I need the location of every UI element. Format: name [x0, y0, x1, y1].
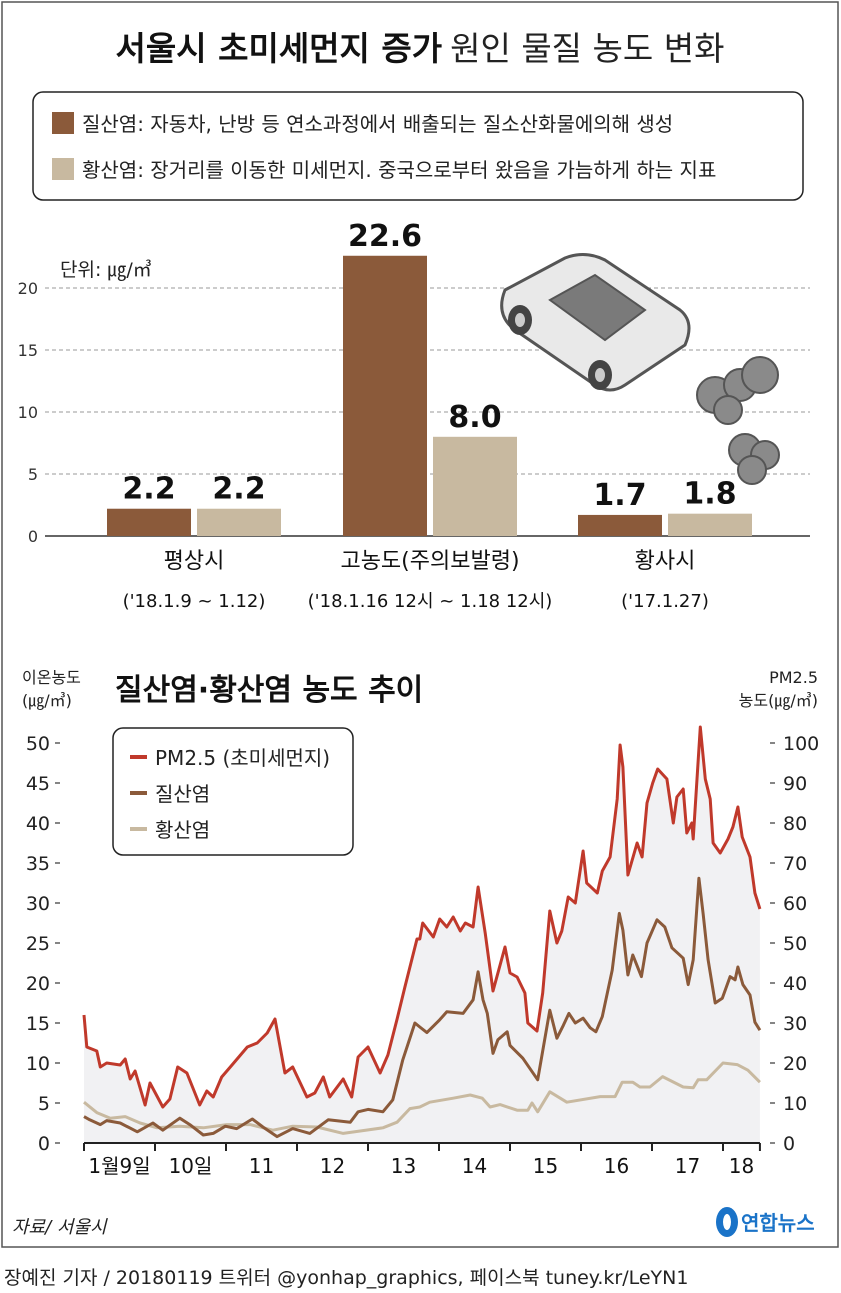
right-tick-label: 30	[783, 1013, 807, 1035]
category-date-label: ('18.1.16 12시 ~ 1.18 12시)	[308, 591, 553, 612]
category-label: 평상시	[164, 549, 225, 574]
category-label: 황사시	[635, 549, 696, 574]
left-tick-label: 25	[26, 933, 50, 955]
exhaust-cloud-icon	[696, 356, 780, 485]
line-chart-title: 질산염·황산염 농도 추이	[115, 673, 423, 708]
y-tick-label: 0	[28, 527, 38, 546]
left-tick-label: 30	[26, 893, 50, 915]
x-tick-label: 11	[249, 1154, 274, 1178]
y-tick-label: 10	[18, 403, 38, 422]
nitrate-bar	[578, 514, 662, 536]
bar-chart: 단위: ㎍/㎥ 0 5 10 15 20 2.2 2.2 22.6 8.0 1.7 1.8 평상시…	[18, 219, 810, 612]
sulfate-bar	[197, 508, 281, 536]
sulfate-line	[83, 1061, 761, 1135]
sulfate-bar	[668, 513, 752, 536]
page-title: 서울시 초미세먼지 증가 원인 물질 농도 변화	[116, 29, 725, 68]
bar-value-label: 22.6	[348, 219, 422, 254]
x-tick-label: 1월9일	[88, 1154, 150, 1178]
unit-label: 단위: ㎍/㎥	[60, 259, 152, 281]
title-light: 원인 물질 농도 변화	[450, 29, 724, 68]
sulfate-bar	[433, 436, 517, 536]
left-axis-unit: (㎍/㎥)	[22, 691, 72, 710]
right-tick-label: 90	[783, 773, 807, 795]
left-tick-label: 10	[26, 1053, 50, 1075]
right-tick-label: 70	[783, 853, 807, 875]
right-axis-label: PM2.5	[769, 668, 818, 687]
left-tick-label: 20	[26, 973, 50, 995]
x-tick-label: 12	[320, 1154, 345, 1178]
bar-value-label: 1.8	[683, 477, 736, 512]
left-tick-label: 0	[38, 1133, 50, 1155]
right-tick-label: 80	[783, 813, 807, 835]
left-tick-label: 15	[26, 1013, 50, 1035]
x-tick-label: 16	[604, 1154, 629, 1178]
x-tick-label: 13	[391, 1154, 416, 1178]
bar-value-label: 2.2	[212, 472, 265, 507]
legend-nitrate: 질산염	[155, 782, 210, 806]
right-tick-label: 20	[783, 1053, 807, 1075]
legend-sulfate: 황산염	[155, 818, 210, 842]
bar-value-label: 2.2	[122, 472, 175, 507]
right-axis-unit: 농도(㎍/㎥)	[739, 691, 818, 710]
nitrate-bar	[107, 508, 191, 536]
right-tick-label: 40	[783, 973, 807, 995]
legend-pm25: PM2.5 (초미세먼지)	[155, 746, 330, 770]
title-bold: 서울시 초미세먼지 증가	[116, 29, 443, 68]
category-date-label: ('17.1.27)	[621, 591, 709, 612]
x-tick-label: 15	[533, 1154, 558, 1178]
sulfate-swatch	[52, 158, 74, 180]
pm25-line	[82, 725, 762, 1109]
y-tick-label: 15	[18, 341, 38, 360]
line-legend: PM2.5 (초미세먼지) 질산염 황산염	[112, 727, 354, 856]
nitrate-line	[83, 876, 762, 1139]
logo-text: 연합뉴스	[741, 1211, 815, 1235]
source-label: 자료/ 서울시	[12, 1217, 108, 1238]
category-date-label: ('18.1.9 ~ 1.12)	[123, 591, 266, 612]
x-tick-label: 10일	[169, 1154, 213, 1178]
left-tick-label: 45	[26, 773, 50, 795]
nitrate-swatch	[52, 112, 74, 134]
nitrate-bar	[343, 255, 427, 536]
right-tick-label: 100	[783, 733, 819, 755]
left-tick-label: 50	[26, 733, 50, 755]
right-tick-label: 0	[783, 1133, 795, 1155]
x-tick-label: 14	[462, 1154, 487, 1178]
car-illustration	[500, 253, 691, 392]
bar-value-label: 8.0	[448, 400, 501, 435]
bar-value-label: 1.7	[593, 478, 646, 513]
left-axis-label: 이온농도	[22, 668, 81, 687]
category-label: 고농도(주의보발령)	[340, 549, 519, 574]
left-tick-label: 5	[38, 1093, 50, 1115]
y-tick-label: 5	[28, 465, 38, 484]
left-tick-label: 40	[26, 813, 50, 835]
right-tick-label: 60	[783, 893, 807, 915]
left-tick-label: 35	[26, 853, 50, 875]
info-legend-box: 질산염: 자동차, 난방 등 연소과정에서 배출되는 질소산화물에의해 생성 황…	[32, 91, 804, 201]
line-chart: 질산염·황산염 농도 추이 이온농도 (㎍/㎥) PM2.5 농도(㎍/㎥) 0…	[22, 668, 819, 1178]
sulfate-description: 황산염: 장거리를 이동한 미세먼지. 중국으로부터 왔음을 가늠하게 하는 지…	[82, 158, 716, 182]
right-tick-label: 10	[783, 1093, 807, 1115]
credit-line: 장예진 기자 / 20180119 트위터 @yonhap_graphics, …	[4, 1267, 688, 1289]
nitrate-description: 질산염: 자동차, 난방 등 연소과정에서 배출되는 질소산화물에의해 생성	[82, 112, 673, 136]
yonhap-logo: 연합뉴스	[716, 1207, 815, 1237]
x-tick-label: 18	[729, 1154, 754, 1178]
x-tick-label: 17	[675, 1154, 700, 1178]
y-tick-label: 20	[18, 279, 38, 298]
right-tick-label: 50	[783, 933, 807, 955]
